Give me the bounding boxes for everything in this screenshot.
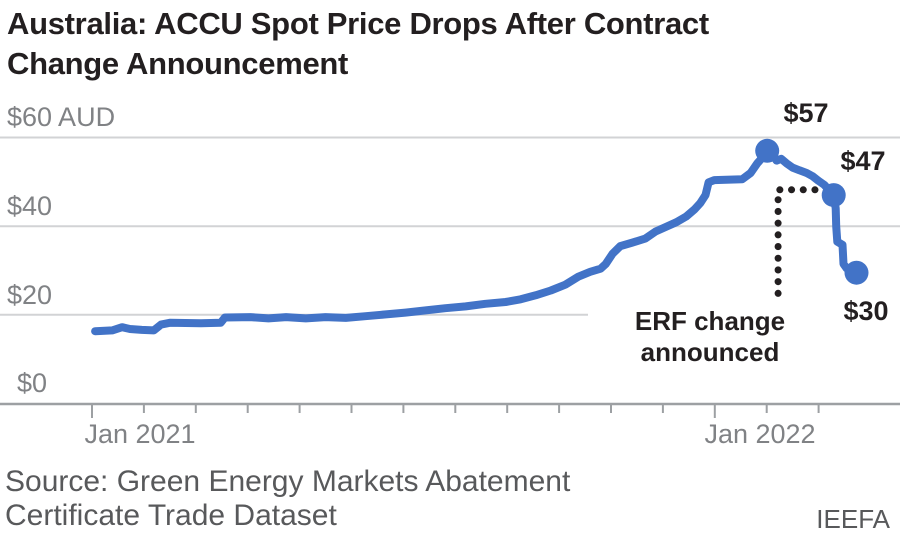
x-axis-label-jan-2021: Jan 2021: [84, 419, 196, 449]
publisher-credit: IEEFA: [816, 504, 890, 534]
source-note: Source: Green Energy Markets Abatement C…: [5, 465, 571, 532]
erf-annotation-text: ERF change announced: [634, 306, 786, 367]
peak-price-label: $57: [783, 98, 829, 128]
price-line: [91, 146, 861, 336]
y-axis-label-0: $0: [17, 368, 48, 398]
x-axis-label-jan-2022: Jan 2022: [704, 419, 816, 449]
data-point-marker: [755, 138, 780, 163]
chart-title: Australia: ACCU Spot Price Drops After C…: [7, 6, 709, 81]
data-point-marker: [821, 183, 846, 208]
erf-dotted-line: [774, 186, 819, 302]
post-drop-price-label: $30: [843, 296, 889, 326]
y-axis-label-20: $20: [7, 280, 53, 310]
data-point-marker: [844, 260, 869, 285]
y-axis-label-60: $60 AUD: [7, 102, 116, 132]
y-axis-label-40: $40: [7, 191, 53, 221]
pre-drop-price-label: $47: [840, 146, 886, 176]
